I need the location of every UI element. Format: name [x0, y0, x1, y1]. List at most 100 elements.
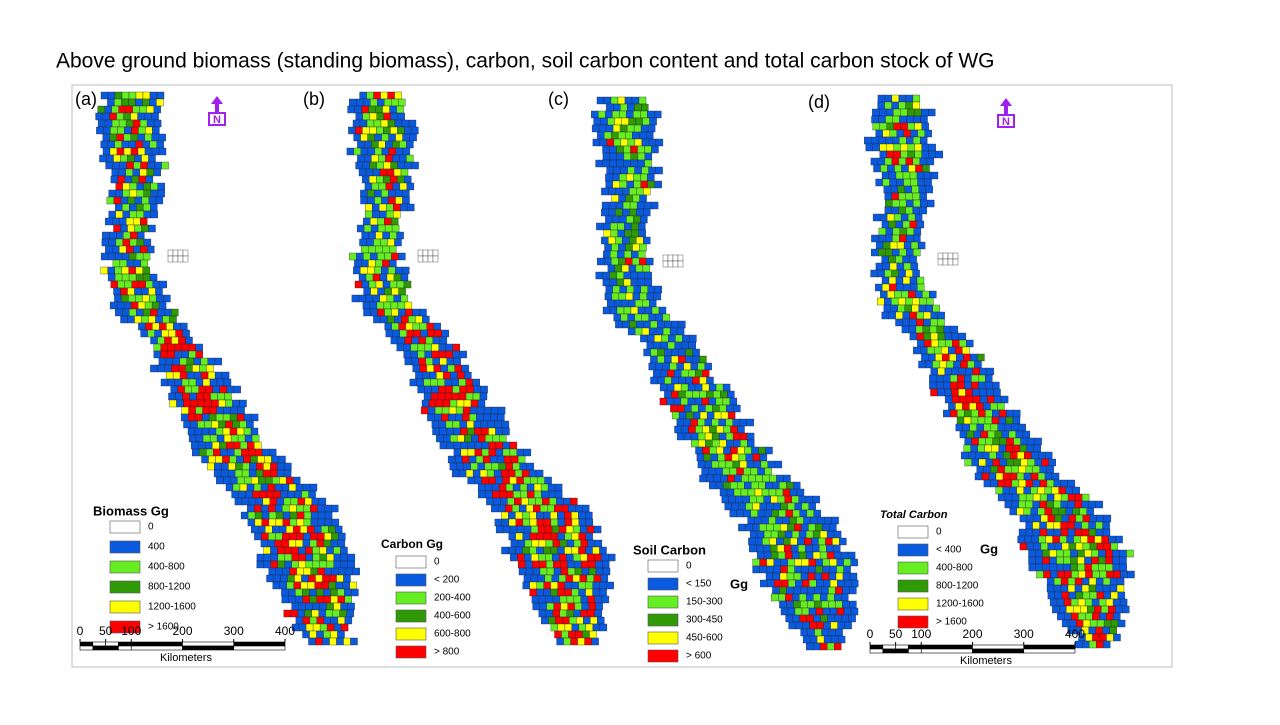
map-cell: [922, 164, 930, 173]
map-cell: [613, 313, 621, 322]
map-cell: [289, 504, 297, 513]
map-cell: [331, 567, 339, 576]
map-cell: [534, 490, 542, 499]
map-cell: [649, 299, 657, 308]
map-cell: [711, 432, 720, 441]
map-cell: [1060, 577, 1069, 586]
map-cell: [145, 280, 153, 289]
map-cell: [718, 460, 727, 469]
map-cell: [699, 411, 708, 420]
map-cell: [644, 271, 652, 280]
map-cell: [1035, 563, 1043, 572]
map-cell: [958, 388, 966, 397]
map-cell: [896, 283, 904, 292]
map-cell: [773, 502, 781, 511]
map-cell: [541, 490, 549, 499]
map-cell: [986, 367, 994, 376]
map-cell: [647, 110, 655, 119]
map-cell: [312, 623, 321, 632]
map-cell: [286, 476, 294, 485]
map-cell: [362, 126, 370, 135]
map-cell: [921, 150, 929, 159]
map-cell: [593, 574, 602, 583]
map-cell: [1102, 577, 1111, 586]
map-cell: [785, 614, 793, 623]
map-cell: [323, 595, 331, 604]
map-cell: [919, 192, 927, 201]
map-cell: [537, 476, 545, 485]
map-cell: [819, 544, 827, 553]
map-cell: [644, 278, 653, 287]
map-cell: [618, 194, 626, 203]
map-cell: [361, 105, 369, 114]
map-cell: [153, 350, 161, 359]
legend-swatch: [109, 520, 141, 534]
map-cell: [611, 243, 619, 252]
map-cell: [553, 560, 561, 569]
map-cell: [508, 546, 516, 555]
map-cell: [157, 189, 165, 198]
map-cell: [1054, 542, 1063, 551]
map-cell: [637, 145, 645, 154]
map-cell: [252, 490, 260, 499]
map-cell: [308, 637, 316, 646]
map-cell: [893, 143, 901, 152]
map-cell: [551, 525, 560, 534]
map-cell: [433, 364, 441, 373]
map-cell: [257, 455, 265, 464]
map-cell: [1016, 472, 1025, 481]
map-cell: [654, 334, 662, 343]
map-cell: [971, 437, 979, 446]
map-cell: [199, 448, 207, 457]
map-cell: [881, 311, 889, 320]
map-cell: [606, 581, 614, 590]
map-cell: [554, 483, 563, 492]
panel-label: (d): [808, 92, 830, 112]
map-cell: [737, 446, 745, 455]
map-cell: [390, 126, 398, 135]
map-cell: [978, 409, 986, 418]
map-cell: [958, 332, 967, 341]
map-cell: [438, 420, 447, 429]
map-cell: [756, 551, 765, 560]
map-cell: [310, 504, 318, 513]
scale-segment: [182, 645, 235, 651]
map-cell: [417, 249, 424, 257]
map-cell: [1064, 612, 1072, 621]
map-cell: [192, 364, 200, 373]
map-cell: [441, 413, 449, 422]
map-cell: [631, 250, 639, 259]
map-cell: [490, 413, 498, 422]
map-cell: [146, 168, 154, 177]
map-cell: [648, 138, 657, 147]
map-cell: [567, 560, 575, 569]
map-cell: [1049, 556, 1057, 565]
map-cell: [667, 341, 675, 350]
map-cell: [182, 249, 189, 257]
map-cell: [828, 628, 836, 637]
map-cell: [356, 224, 365, 233]
map-cell: [379, 273, 388, 282]
map-cell: [955, 423, 963, 432]
map-cell: [909, 220, 918, 229]
legend-label: 0: [686, 561, 692, 572]
map-cell: [1070, 549, 1078, 558]
map-cell: [657, 376, 665, 385]
map-cell: [585, 581, 593, 590]
map-cell: [323, 588, 331, 597]
map-cell: [102, 231, 110, 240]
map-cell: [284, 553, 293, 562]
map-cell: [760, 460, 769, 469]
map-cell: [127, 315, 135, 324]
map-cell: [179, 357, 188, 366]
map-cell: [929, 290, 937, 299]
map-cell: [140, 217, 148, 226]
map-cell: [580, 595, 589, 604]
map-cell: [367, 147, 376, 156]
map-cell: [374, 133, 382, 142]
map-cell: [411, 126, 419, 135]
map-cell: [418, 336, 427, 345]
map-cell: [340, 553, 349, 562]
map-cell: [137, 133, 145, 142]
